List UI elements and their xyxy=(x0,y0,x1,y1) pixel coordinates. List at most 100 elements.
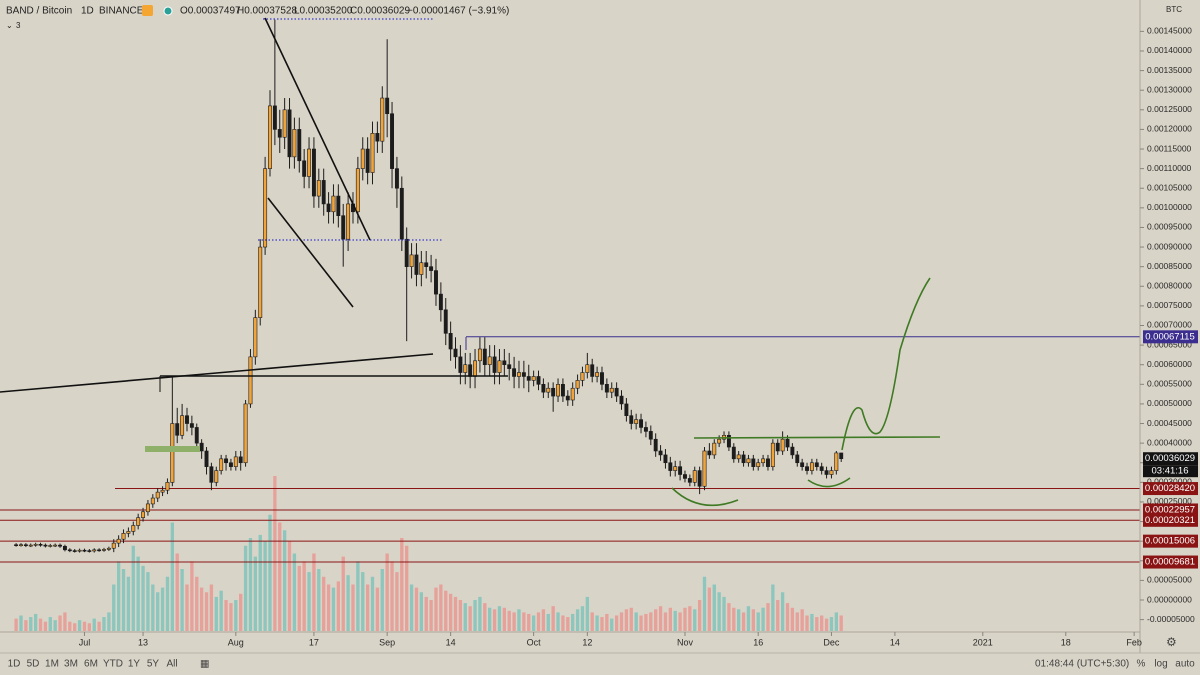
price-tag xyxy=(1143,534,1198,548)
scale-option[interactable]: auto xyxy=(1175,659,1195,670)
candle-body xyxy=(595,372,600,377)
candle-body xyxy=(311,148,316,197)
range-button[interactable]: 1M xyxy=(45,659,59,670)
candle-body xyxy=(780,438,785,452)
x-tick-label: Dec xyxy=(823,637,840,647)
y-tick-label: 0.00085000 xyxy=(1147,261,1192,271)
candle-body xyxy=(604,384,609,393)
volume-bar xyxy=(414,587,419,631)
price-tag-label: 0.00009681 xyxy=(1145,557,1195,568)
candle-body xyxy=(126,531,131,534)
candle-body xyxy=(443,309,448,334)
volume-bar xyxy=(644,613,648,631)
volume-bar xyxy=(253,556,258,631)
volume-bar xyxy=(38,618,43,631)
candle-body xyxy=(365,148,370,173)
volume-bar xyxy=(824,618,829,631)
volume-bar xyxy=(697,600,702,631)
indicator-count: 3 xyxy=(16,21,21,30)
candle-body xyxy=(331,195,336,213)
candle-body xyxy=(512,368,517,377)
price-tag xyxy=(1143,482,1198,496)
volume-bar xyxy=(600,617,604,631)
volume-bar xyxy=(717,592,721,631)
volume-bar xyxy=(712,584,716,631)
volume-bar xyxy=(634,612,638,631)
volume-bar xyxy=(424,596,428,631)
range-button[interactable]: 1Y xyxy=(128,659,141,670)
range-button[interactable]: 6M xyxy=(84,659,98,670)
volume-bar xyxy=(195,576,199,631)
candle-body xyxy=(258,246,263,318)
last-price-label: 0.00036029 xyxy=(1145,453,1195,464)
candle-body xyxy=(189,423,194,428)
candle-body xyxy=(634,419,639,424)
volume-bar xyxy=(527,613,531,631)
volume-bar xyxy=(102,617,106,631)
zone xyxy=(145,446,200,452)
y-tick-label: 0.00080000 xyxy=(1147,281,1192,291)
volume-bar xyxy=(673,610,677,631)
candle-body xyxy=(282,109,287,138)
candle-body xyxy=(399,187,404,240)
volume-bar xyxy=(248,538,253,631)
candle-body xyxy=(726,434,731,448)
candle-body xyxy=(497,360,502,373)
candle-body xyxy=(756,462,761,467)
y-tick-label: 0.00000000 xyxy=(1147,594,1192,604)
price-tag xyxy=(1143,513,1198,527)
candle-body xyxy=(121,533,126,540)
candle-body xyxy=(14,544,19,547)
volume-bar xyxy=(243,545,248,631)
price-tag-label: 0.00028420 xyxy=(1145,483,1195,494)
candle-body xyxy=(92,549,97,552)
volume-bar xyxy=(312,553,316,631)
range-button[interactable]: YTD xyxy=(103,659,123,670)
candle-body xyxy=(766,458,770,467)
candle-body xyxy=(336,195,341,216)
y-tick-label: 0.00100000 xyxy=(1147,202,1192,212)
scale-option[interactable]: % xyxy=(1137,659,1146,670)
candle-body xyxy=(346,203,351,240)
candle-body xyxy=(419,262,424,275)
volume-bar xyxy=(63,612,67,631)
candle-body xyxy=(297,129,302,162)
date-range-icon[interactable]: ▦ xyxy=(200,659,209,670)
range-button[interactable]: 5D xyxy=(27,659,40,670)
volume-bar xyxy=(356,561,360,631)
range-button[interactable]: All xyxy=(166,659,177,670)
candle-body xyxy=(653,438,658,452)
last-price-tag xyxy=(1143,452,1198,466)
range-button[interactable]: 5Y xyxy=(147,659,160,670)
candle-body xyxy=(224,458,229,464)
y-tick-label: 0.00110000 xyxy=(1147,163,1192,173)
volume-bar xyxy=(580,606,585,631)
candle-body xyxy=(658,450,663,456)
volume-bar xyxy=(180,569,184,631)
candle-body xyxy=(507,364,512,369)
volume-bar xyxy=(448,593,453,631)
volume-bar xyxy=(136,556,140,631)
volume-bar xyxy=(43,621,48,631)
volume-bar xyxy=(746,606,751,631)
volume-bar xyxy=(214,596,218,631)
volume-bar xyxy=(654,609,658,631)
y-tick-label: 0.00140000 xyxy=(1147,45,1192,55)
range-button[interactable]: 3M xyxy=(64,659,78,670)
range-button[interactable]: 1D xyxy=(8,659,21,670)
volume-bar xyxy=(707,587,712,631)
candle-body xyxy=(800,462,805,467)
volume-bar xyxy=(497,606,502,631)
candle-body xyxy=(477,348,482,362)
volume-bar xyxy=(810,613,814,631)
volume-bar xyxy=(29,617,33,631)
chevron[interactable]: ⌄ xyxy=(6,21,13,30)
volume-bar xyxy=(92,618,96,631)
scale-option[interactable]: log xyxy=(1154,659,1167,670)
candle-body xyxy=(23,544,28,547)
candle-body xyxy=(805,466,809,471)
candle-body xyxy=(185,415,189,424)
settings-icon[interactable]: ⚙ xyxy=(1166,635,1177,649)
candle-body xyxy=(692,470,697,483)
candle-body xyxy=(707,450,712,456)
